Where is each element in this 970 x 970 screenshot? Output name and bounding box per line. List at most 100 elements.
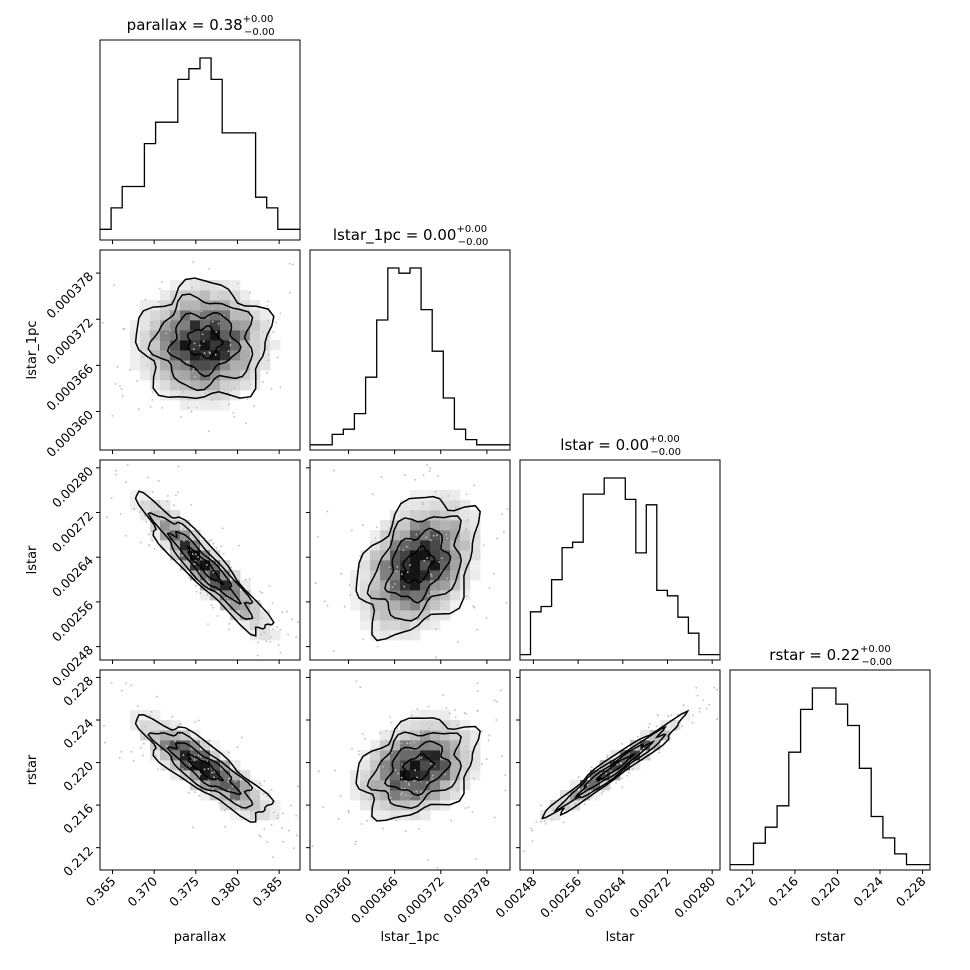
- density-cell: [470, 520, 481, 531]
- density-cell: [370, 810, 381, 821]
- y-axis-label-lstar: lstar: [25, 545, 40, 574]
- panel-title-lstar: lstar = 0.00+0.00: [560, 434, 679, 454]
- density-cell: [460, 780, 471, 791]
- sample-point: [446, 577, 449, 580]
- density-cell: [170, 740, 181, 751]
- sample-point: [386, 584, 389, 587]
- sample-point: [496, 700, 498, 703]
- density-cell: [460, 550, 471, 561]
- density-cell: [450, 570, 461, 581]
- sample-point: [266, 795, 269, 797]
- sample-point: [169, 527, 171, 530]
- density-cell: [150, 300, 161, 311]
- sample-point: [193, 342, 196, 345]
- density-cell: [180, 350, 191, 361]
- sample-point: [351, 529, 353, 532]
- sample-point: [145, 520, 148, 523]
- density-cell: [430, 510, 441, 521]
- sample-point: [295, 636, 298, 638]
- sample-point: [123, 328, 126, 330]
- sample-point: [140, 541, 142, 544]
- density-cell: [440, 730, 451, 741]
- sample-point: [355, 680, 358, 683]
- sample-point: [574, 802, 577, 805]
- sample-point: [475, 858, 477, 860]
- density-cell: [170, 330, 181, 341]
- density-cell: [160, 540, 171, 551]
- sample-point: [218, 754, 220, 757]
- density-cell: [460, 500, 471, 511]
- density-cell: [360, 610, 371, 621]
- sample-point: [119, 513, 122, 515]
- sample-point: [440, 525, 443, 528]
- sample-point: [120, 751, 123, 753]
- sample-point: [104, 741, 106, 744]
- density-cell: [200, 540, 211, 551]
- sample-point: [404, 830, 407, 832]
- density-cell: [160, 290, 171, 301]
- density-cell: [410, 740, 421, 751]
- x-tick-label: 0.00248: [492, 873, 539, 920]
- density-cell: [450, 500, 461, 511]
- density-cell: [460, 570, 471, 581]
- density-cells: [130, 280, 281, 411]
- density-cell: [440, 550, 451, 561]
- x-tick-label: 0.220: [808, 873, 844, 909]
- sample-point: [388, 566, 391, 569]
- sample-point: [493, 699, 496, 702]
- density-cell: [220, 380, 231, 391]
- sample-point: [182, 754, 185, 756]
- sample-point: [267, 359, 269, 362]
- sample-point: [415, 790, 418, 793]
- density-cell: [160, 340, 171, 351]
- x-axis-label-lstar: lstar: [606, 930, 635, 945]
- sample-point: [397, 801, 399, 804]
- contour-line: [573, 739, 656, 799]
- density-cell: [410, 800, 421, 811]
- sample-point: [212, 307, 215, 309]
- contour-lines: [541, 709, 690, 820]
- sample-point: [279, 312, 282, 315]
- density-cell: [210, 740, 221, 751]
- sample-point: [199, 295, 202, 298]
- sample-point: [260, 835, 262, 838]
- sample-point: [708, 704, 711, 706]
- sample-point: [428, 606, 430, 608]
- sample-point: [543, 820, 546, 823]
- density-cell: [240, 310, 251, 321]
- sample-point: [207, 623, 209, 625]
- sample-point: [348, 584, 351, 586]
- sample-point: [147, 533, 150, 536]
- density-cell: [260, 320, 271, 331]
- density-cell: [210, 590, 221, 601]
- density-cell: [210, 320, 221, 331]
- sample-point: [405, 545, 408, 548]
- density-cell: [390, 760, 401, 771]
- sample-point: [259, 782, 262, 785]
- sample-point: [400, 742, 403, 745]
- scatter-panel-lstar-1pc-vs-lstar: [314, 463, 509, 659]
- density-cell: [410, 620, 421, 631]
- sample-point: [417, 828, 420, 830]
- density-cell: [400, 800, 411, 811]
- sample-point: [173, 766, 175, 769]
- density-cell: [260, 610, 271, 621]
- density-cell: [210, 370, 221, 381]
- contour-line: [366, 515, 462, 622]
- sample-point: [406, 571, 409, 574]
- density-cell: [370, 600, 381, 611]
- sample-point: [289, 804, 292, 807]
- sample-point: [185, 739, 187, 741]
- sample-point: [150, 710, 153, 713]
- density-cell: [380, 600, 391, 611]
- sample-point: [193, 563, 196, 565]
- density-cell: [450, 550, 461, 561]
- sample-point: [211, 771, 213, 774]
- sample-point: [428, 727, 431, 730]
- sample-point: [427, 594, 429, 597]
- density-cell: [190, 360, 201, 371]
- density-cell: [420, 500, 431, 511]
- sample-point: [540, 821, 542, 823]
- contour-line: [594, 752, 637, 783]
- sample-point: [476, 628, 479, 631]
